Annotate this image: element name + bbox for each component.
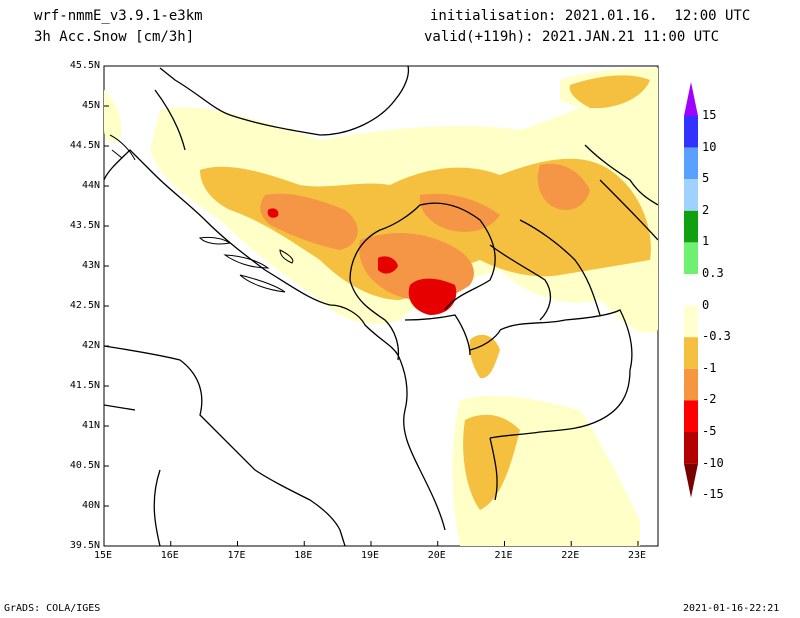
lon-label: 22E [561, 550, 580, 561]
lat-label: 44.5N [69, 140, 100, 151]
legend-label: 1 [702, 234, 710, 249]
legend-swatch [684, 432, 698, 464]
lat-label: 45.5N [69, 60, 100, 71]
legend-arrow-bottom [684, 463, 698, 498]
legend-colorbar [684, 82, 698, 498]
lat-label: 45N [81, 100, 100, 111]
islands [109, 134, 294, 293]
legend-swatch [684, 116, 698, 148]
lat-label: 42N [81, 340, 100, 351]
legend-label: -5 [702, 424, 717, 438]
lon-ticks [103, 541, 639, 546]
legend-label: 0 [702, 297, 710, 312]
init-time: initialisation: 2021.01.16. 12:00 UTC [430, 8, 751, 24]
lat-label: 44N [81, 180, 100, 191]
lat-label: 41N [81, 420, 100, 431]
lat-label: 41.5N [69, 380, 100, 391]
legend-label: 10 [702, 139, 717, 154]
lat-label: 43N [81, 260, 100, 271]
lon-label: 19E [360, 550, 380, 561]
boundaries [104, 66, 658, 546]
legend-label: -2 [702, 392, 717, 407]
legend-swatch [684, 210, 698, 243]
footer-credit: GrADS: COLA/IGES [4, 603, 101, 614]
legend-label: 2 [702, 202, 710, 217]
legend-label: 0.3 [702, 266, 724, 280]
legend-swatch [684, 400, 698, 432]
legend-label: -10 [702, 455, 724, 470]
legend-swatch [684, 147, 698, 180]
legend-label: -1 [702, 360, 717, 375]
legend-label: -0.3 [702, 329, 731, 344]
lat-ticks [104, 65, 109, 547]
lat-label: 43.5N [69, 220, 100, 231]
legend-swatch [684, 305, 698, 338]
valid-time: valid(+119h): 2021.JAN.21 11:00 UTC [424, 29, 720, 45]
lon-label: 18E [294, 550, 313, 561]
lon-label: 17E [227, 550, 246, 561]
field-label: 3h Acc.Snow [cm/3h] [34, 29, 195, 45]
lon-label: 21E [494, 550, 513, 561]
legend-label: -15 [702, 487, 724, 502]
legend-swatch [684, 274, 698, 306]
lon-label: 16E [160, 550, 179, 561]
lon-label: 15E [94, 550, 113, 561]
lat-label: 40.5N [69, 460, 100, 471]
lon-label: 20E [427, 550, 446, 561]
lon-label: 23E [627, 550, 647, 561]
legend-swatch [684, 337, 698, 369]
snow-shading [104, 68, 658, 546]
footer-timestamp: 2021-01-16-22:21 [683, 603, 780, 614]
lat-label: 42.5N [69, 300, 100, 311]
legend-label: 5 [702, 171, 710, 186]
legend-label: 15 [702, 108, 717, 122]
lat-label: 39.5N [69, 540, 100, 551]
legend-arrow-top [684, 82, 698, 116]
legend-swatch [684, 368, 698, 401]
legend-swatch [684, 179, 698, 211]
model-label: wrf-nmmE_v3.9.1-e3km [34, 8, 203, 24]
legend-swatch [684, 242, 698, 274]
lat-label: 40N [81, 500, 100, 511]
